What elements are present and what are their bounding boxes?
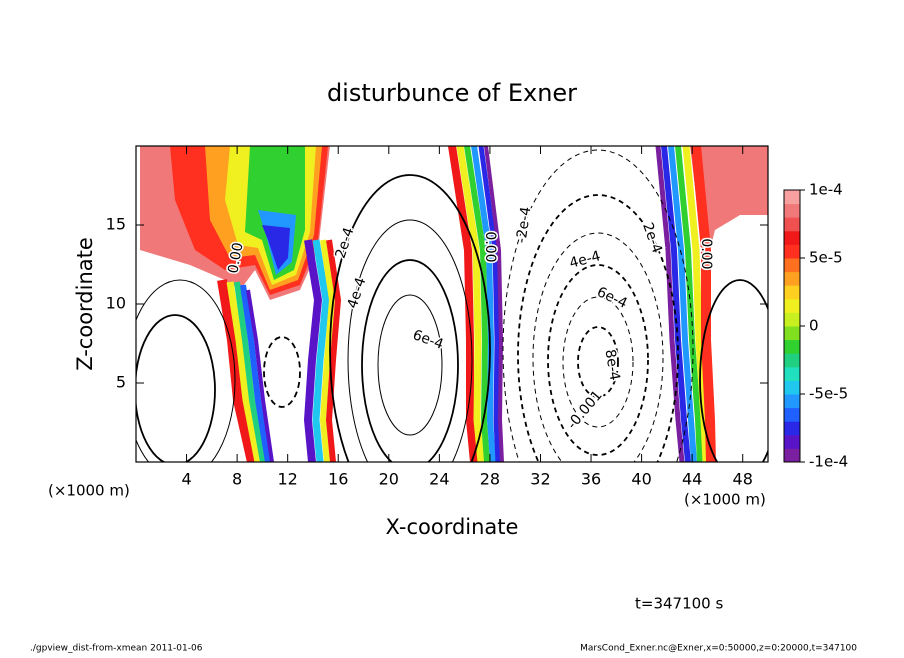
colorbar-swatch <box>784 394 800 409</box>
contour-label: -2e-4 <box>514 206 535 244</box>
colorbar-swatch <box>784 326 800 341</box>
footer-right: MarsCond_Exner.nc@Exner,x=0:50000,z=0:20… <box>580 644 857 654</box>
colorbar-swatch <box>784 366 800 381</box>
chart-title: disturbunce of Exner <box>327 79 577 107</box>
x-tick-label: 20 <box>379 470 399 489</box>
x-tick-label: 44 <box>682 470 702 489</box>
colorbar-swatch <box>784 380 800 395</box>
time-label: t=347100 s <box>635 595 723 613</box>
colorbar-tick-label: 0 <box>809 317 819 335</box>
contour-label: 6e-4 <box>594 284 629 312</box>
x-tick-label: 32 <box>530 470 550 489</box>
colorbar-tick-label: -1e-4 <box>809 453 848 471</box>
colorbar-swatch <box>784 285 800 300</box>
contour-label: 0.00 <box>698 238 714 269</box>
x-unit-label: (×1000 m) <box>48 482 130 500</box>
colorbar-swatch <box>784 203 800 218</box>
colorbar-tick-label: -5e-5 <box>809 385 848 403</box>
contour-label: -0.001 <box>564 388 605 433</box>
x-tick-label: 40 <box>631 470 651 489</box>
colorbar-swatch <box>784 230 800 245</box>
x-unit-label: (×1000 m) <box>684 491 766 509</box>
contour-label: 6e-4 <box>410 327 445 353</box>
contour-field <box>136 146 768 462</box>
colorbar-tick-label: 1e-4 <box>809 181 843 199</box>
colorbar-swatch <box>784 448 800 463</box>
y-tick-label: 10 <box>106 294 126 313</box>
colorbar-swatch <box>784 434 800 449</box>
colorbar-swatch <box>784 190 800 205</box>
x-tick-label: 12 <box>278 470 298 489</box>
colorbar-swatch <box>784 258 800 273</box>
colorbar-swatch <box>784 312 800 327</box>
colorbar-swatch <box>784 421 800 436</box>
x-tick-label: 36 <box>581 470 601 489</box>
contour-label: 4e-4 <box>345 275 370 310</box>
colorbar-swatch <box>784 339 800 354</box>
x-tick-label: 48 <box>733 470 753 489</box>
colorbar-swatch <box>784 407 800 422</box>
contour-label: 8e-4 <box>601 348 622 382</box>
x-tick-label: 4 <box>181 470 191 489</box>
colorbar-swatch <box>784 298 800 313</box>
x-tick-label: 8 <box>232 470 242 489</box>
colorbar-tick-label: 5e-5 <box>809 249 843 267</box>
y-axis-label: Z-coordinate <box>73 237 97 371</box>
colorbar-swatch <box>784 353 800 368</box>
y-tick-label: 5 <box>116 373 126 392</box>
contour-label: 0.00 <box>482 231 498 262</box>
colorbar-swatch <box>784 271 800 286</box>
contour-label: 4e-4 <box>568 248 603 272</box>
colorbar-swatch <box>784 244 800 259</box>
x-axis-label: X-coordinate <box>386 515 519 539</box>
x-tick-label: 16 <box>328 470 348 489</box>
contour-label: 2e-4 <box>333 225 358 260</box>
x-tick-label: 24 <box>429 470 449 489</box>
contour-label: 2e-4 <box>639 220 665 255</box>
y-tick-label: 15 <box>106 215 126 234</box>
footer-left: ./gpview_dist-from-xmean 2011-01-06 <box>30 644 203 654</box>
colorbar-swatch <box>784 217 800 232</box>
x-tick-label: 28 <box>480 470 500 489</box>
